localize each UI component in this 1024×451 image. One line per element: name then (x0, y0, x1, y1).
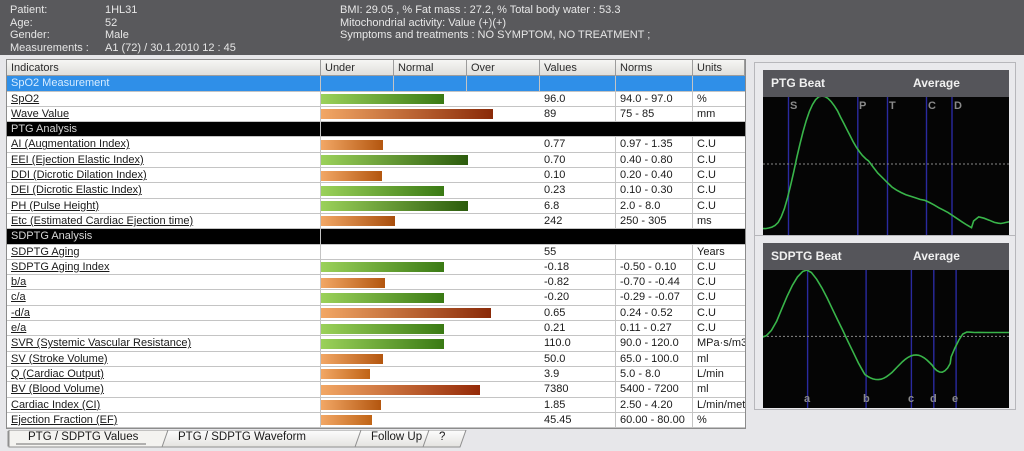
svg-text:e: e (952, 393, 958, 405)
svg-text:C: C (928, 100, 936, 112)
svg-text:S: S (790, 100, 797, 112)
svg-text:c: c (908, 393, 914, 405)
svg-text:D: D (954, 100, 962, 112)
svg-text:b: b (863, 393, 870, 405)
svg-text:T: T (889, 100, 896, 112)
svg-text:a: a (804, 393, 811, 405)
svg-text:d: d (930, 393, 937, 405)
svg-text:P: P (859, 100, 866, 112)
